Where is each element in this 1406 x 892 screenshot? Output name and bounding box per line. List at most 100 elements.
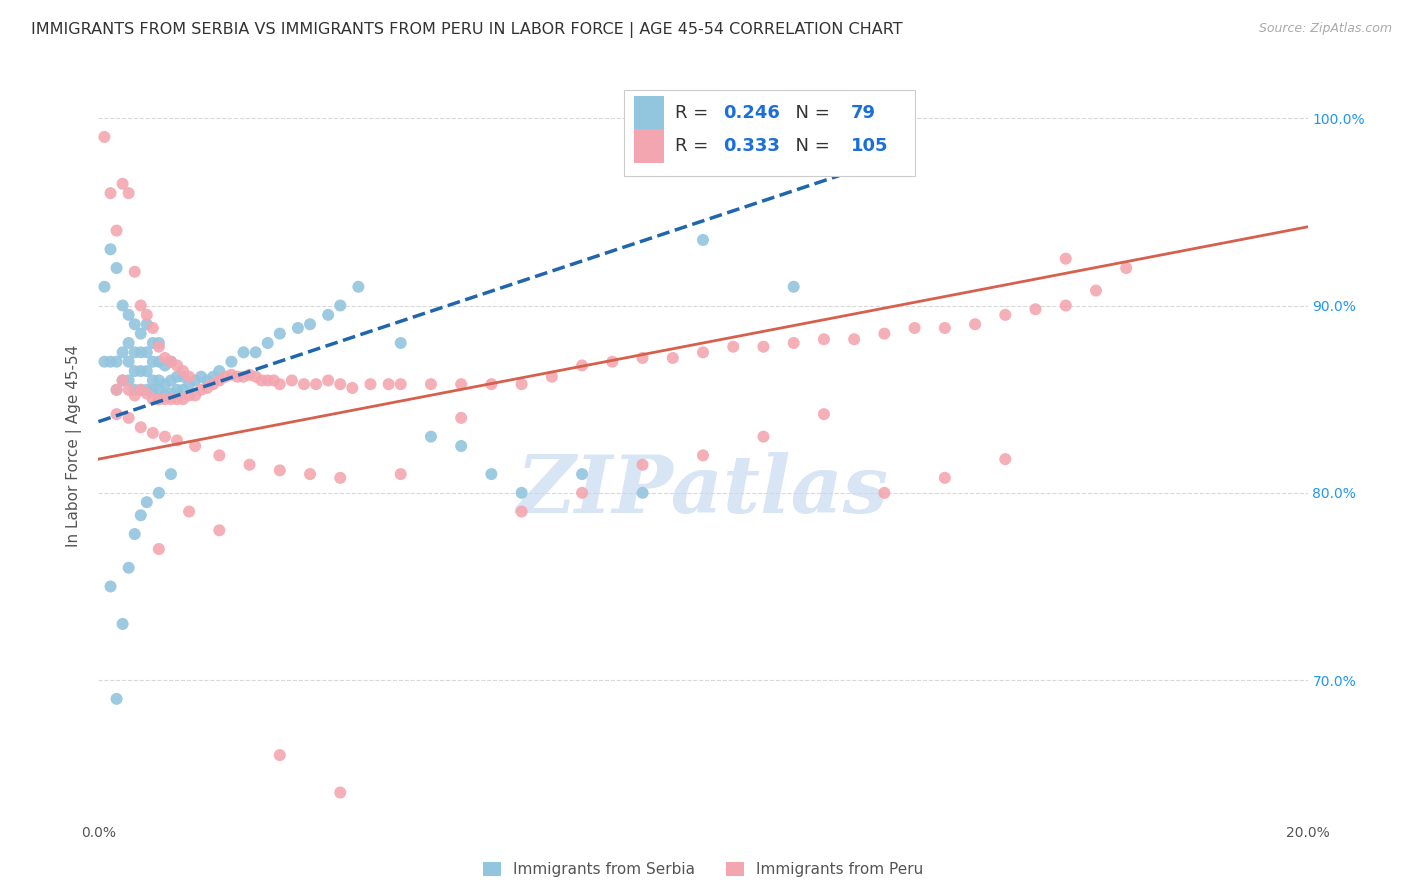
Point: [540, 369, 562, 384]
Point: [873, 326, 896, 341]
Y-axis label: In Labor Force | Age 45-54: In Labor Force | Age 45-54: [66, 345, 83, 547]
Point: [135, 383, 157, 397]
Point: [450, 439, 472, 453]
FancyBboxPatch shape: [634, 129, 664, 163]
Text: N =: N =: [785, 103, 835, 121]
Point: [153, 377, 176, 392]
Point: [190, 383, 212, 397]
Point: [142, 355, 165, 369]
Point: [129, 383, 152, 397]
Point: [153, 359, 176, 373]
Point: [135, 495, 157, 509]
Text: 0.246: 0.246: [724, 103, 780, 121]
Point: [129, 420, 152, 434]
Point: [118, 410, 141, 425]
Point: [571, 359, 593, 373]
Point: [166, 434, 188, 448]
Point: [269, 377, 291, 392]
Point: [813, 332, 835, 346]
Point: [184, 374, 207, 388]
Point: [124, 527, 146, 541]
Point: [239, 458, 262, 472]
Point: [287, 321, 309, 335]
Point: [281, 374, 304, 388]
Point: [631, 485, 654, 500]
Point: [208, 524, 231, 538]
Point: [129, 326, 152, 341]
Point: [299, 317, 322, 331]
Text: 0.333: 0.333: [724, 137, 780, 155]
Point: [148, 340, 170, 354]
Point: [692, 449, 714, 463]
Point: [153, 388, 176, 402]
Point: [245, 345, 267, 359]
Point: [783, 336, 806, 351]
Point: [994, 308, 1017, 322]
Point: [153, 392, 176, 407]
Point: [571, 467, 593, 482]
Point: [510, 377, 533, 392]
Text: 79: 79: [851, 103, 876, 121]
Point: [190, 369, 212, 384]
Point: [965, 317, 987, 331]
Point: [172, 369, 194, 384]
Point: [263, 374, 285, 388]
Point: [124, 345, 146, 359]
Point: [105, 383, 128, 397]
Point: [1054, 298, 1077, 313]
Point: [105, 407, 128, 421]
Point: [118, 186, 141, 201]
Point: [124, 317, 146, 331]
Point: [377, 377, 399, 392]
Point: [142, 374, 165, 388]
Point: [129, 298, 152, 313]
Legend: Immigrants from Serbia, Immigrants from Peru: Immigrants from Serbia, Immigrants from …: [477, 855, 929, 883]
Point: [873, 485, 896, 500]
Point: [124, 388, 146, 402]
Point: [184, 388, 207, 402]
Point: [661, 351, 683, 365]
Point: [105, 355, 128, 369]
Point: [1085, 284, 1108, 298]
Point: [226, 369, 249, 384]
Point: [269, 463, 291, 477]
Point: [214, 369, 236, 384]
Point: [100, 243, 122, 257]
Point: [160, 355, 183, 369]
Point: [135, 345, 157, 359]
Point: [752, 430, 775, 444]
FancyBboxPatch shape: [624, 90, 915, 177]
Point: [160, 374, 183, 388]
Point: [305, 377, 328, 392]
Point: [124, 383, 146, 397]
Text: N =: N =: [785, 137, 835, 155]
Point: [172, 392, 194, 407]
Point: [202, 369, 225, 384]
Point: [221, 368, 243, 382]
Point: [172, 364, 194, 378]
Point: [111, 177, 134, 191]
Point: [148, 392, 170, 407]
Point: [118, 374, 141, 388]
Point: [105, 224, 128, 238]
Point: [783, 280, 806, 294]
Text: IMMIGRANTS FROM SERBIA VS IMMIGRANTS FROM PERU IN LABOR FORCE | AGE 45-54 CORREL: IMMIGRANTS FROM SERBIA VS IMMIGRANTS FRO…: [31, 22, 903, 38]
Point: [135, 364, 157, 378]
Point: [166, 392, 188, 407]
Point: [256, 374, 278, 388]
Point: [135, 308, 157, 322]
Point: [160, 355, 183, 369]
Point: [232, 369, 254, 384]
Point: [135, 317, 157, 331]
Point: [142, 392, 165, 407]
Point: [292, 377, 315, 392]
Point: [148, 355, 170, 369]
Point: [420, 430, 443, 444]
Point: [100, 580, 122, 594]
Point: [124, 364, 146, 378]
Point: [329, 298, 352, 313]
Point: [105, 383, 128, 397]
Point: [172, 383, 194, 397]
Point: [179, 505, 201, 519]
Point: [111, 345, 134, 359]
